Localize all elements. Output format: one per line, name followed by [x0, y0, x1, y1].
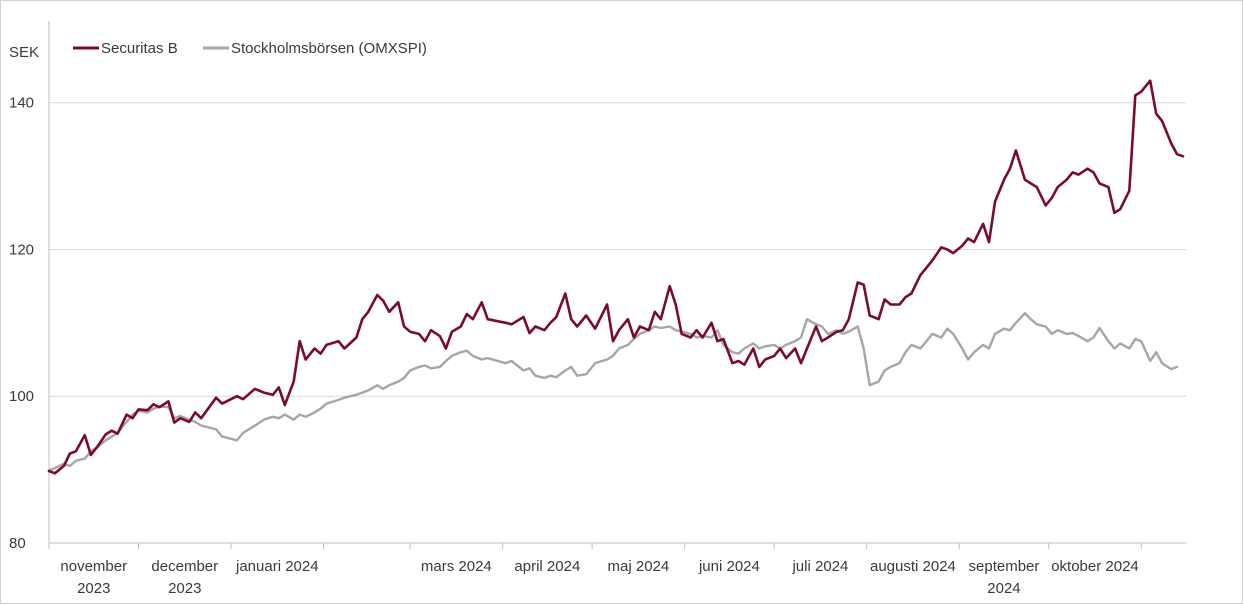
x-tick-label: mars 2024: [421, 558, 492, 575]
series-lines: [47, 79, 1185, 475]
y-tick-label: 140: [9, 95, 34, 112]
x-tick-label: oktober 2024: [1051, 558, 1139, 575]
x-tick-label: 2023: [77, 580, 110, 597]
y-tick-label: 80: [9, 535, 26, 552]
legend-label-1: Stockholmsbörsen (OMXSPI): [231, 40, 427, 57]
y-axis-label: SEK: [9, 44, 39, 61]
y-tick-label: 120: [9, 241, 34, 258]
x-tick-label: januari 2024: [235, 558, 319, 575]
x-tick-label: 2023: [168, 580, 201, 597]
x-tick-label: augusti 2024: [870, 558, 956, 575]
x-tick-label: maj 2024: [608, 558, 670, 575]
legend: Securitas B Stockholmsbörsen (OMXSPI): [73, 40, 427, 57]
y-tick-label: 100: [9, 388, 34, 405]
x-tick-label: 2024: [987, 580, 1020, 597]
axes: 80 100 120 140 SEK november 2023 december 2023 ja…: [9, 21, 1186, 597]
x-tick-label: april 2024: [514, 558, 580, 575]
series-line-1: [47, 312, 1179, 472]
x-tick-label: juli 2024: [791, 558, 848, 575]
x-tick-label: september: [969, 558, 1040, 575]
x-tick-label: juni 2024: [698, 558, 760, 575]
x-tick-label: november: [60, 558, 127, 575]
series-line-0: [47, 79, 1185, 475]
legend-label-0: Securitas B: [101, 40, 178, 57]
x-tick-label: december: [151, 558, 218, 575]
